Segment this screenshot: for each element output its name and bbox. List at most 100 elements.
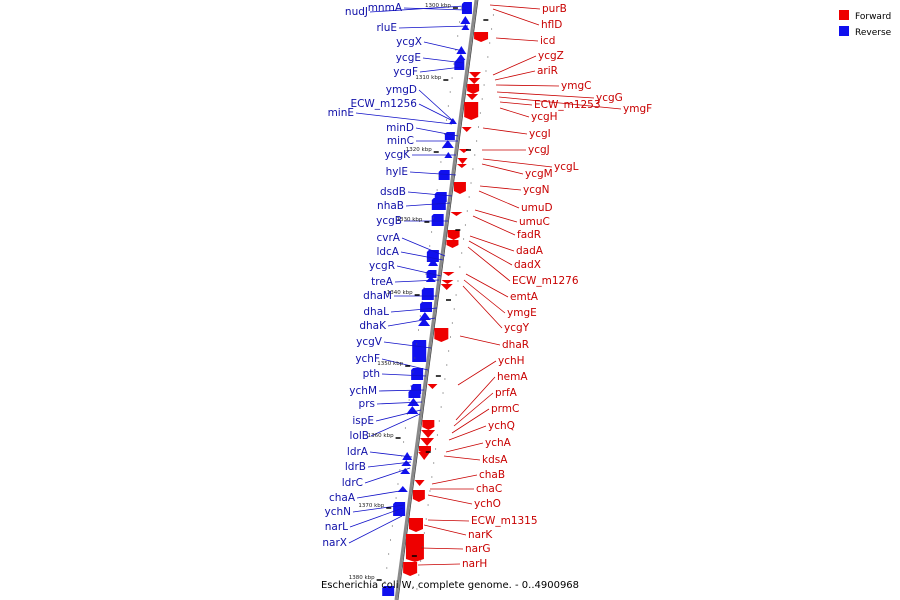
forward-gene-label: narK [468, 529, 493, 541]
forward-connector [482, 127, 528, 135]
forward-connector [482, 158, 553, 168]
reverse-connector [355, 112, 453, 125]
forward-gene-block [464, 102, 479, 120]
scale-mark-label: 1340 kbp [387, 290, 413, 296]
forward-connector [492, 55, 537, 76]
forward-gene-label: ycgI [529, 128, 551, 140]
reverse-gene-block [418, 318, 431, 326]
forward-gene-label: emtA [510, 291, 539, 303]
reverse-gene-label: pth [363, 368, 380, 380]
forward-gene-block [434, 328, 449, 342]
reverse-gene-block [408, 390, 421, 398]
reverse-connector [390, 307, 438, 313]
reverse-gene-label: dsdB [380, 186, 406, 198]
forward-gene-block [446, 240, 459, 248]
scale-mark-label: 1380 kbp [349, 575, 375, 581]
scale-mark-label: 1350 kbp [377, 361, 403, 367]
reverse-connector [348, 515, 403, 544]
forward-connector [455, 376, 496, 421]
forward-gene-label: ycgZ [538, 50, 564, 62]
legend-reverse-swatch [839, 26, 849, 36]
forward-connector [417, 563, 461, 566]
reverse-gene-label: dhaM [363, 290, 392, 302]
connector-lines [348, 4, 622, 566]
forward-gene-label: umuD [521, 202, 553, 214]
forward-connector [465, 273, 509, 298]
reverse-gene-label: ECW_m1256 [350, 98, 417, 110]
forward-connector [498, 96, 622, 110]
reverse-gene-label: ycgK [384, 149, 411, 161]
scale-mark-label: 1320 kbp [406, 147, 432, 153]
forward-connector [494, 70, 536, 81]
legend: Forward Reverse [839, 10, 892, 38]
forward-gene-label: hemA [497, 371, 528, 383]
reverse-gene-block [411, 368, 424, 380]
forward-connector [451, 408, 490, 434]
forward-gene-label: kdsA [482, 454, 508, 466]
forward-gene-label: purB [542, 3, 567, 15]
reverse-gene-label: minD [386, 122, 414, 134]
forward-connector [427, 494, 473, 505]
reverse-connector [418, 89, 453, 121]
gene-labels: nudJ mnmA rluE ycgX ycgE ycgF ymgD ECW_m1256min… [322, 2, 652, 570]
reverse-connector [356, 489, 407, 499]
forward-gene-label: ycgM [525, 168, 553, 180]
forward-gene-label: umuC [519, 216, 550, 228]
reverse-gene-label: minC [387, 135, 414, 147]
forward-gene-block [421, 430, 436, 438]
reverse-connector [369, 451, 413, 458]
reverse-gene-label: prs [359, 398, 375, 410]
reverse-gene-label: narX [322, 537, 347, 549]
forward-gene-block [442, 272, 455, 276]
reverse-connector [422, 57, 465, 64]
reverse-gene-block [461, 24, 470, 30]
forward-connector [457, 360, 497, 386]
forward-gene-block [440, 284, 453, 290]
forward-gene-label: dadA [516, 245, 544, 257]
forward-gene-block [474, 32, 489, 42]
forward-gene-block [414, 480, 425, 486]
forward-gene-label: ECW_m1253 [534, 99, 601, 111]
reverse-connector [415, 127, 459, 137]
reverse-gene-label: dhaL [363, 306, 389, 318]
reverse-connector [407, 191, 453, 197]
forward-connector [431, 474, 478, 485]
reverse-gene-block [418, 312, 431, 320]
forward-connector [445, 442, 484, 453]
forward-gene-label: ECW_m1315 [471, 515, 538, 527]
reverse-gene-label: ychM [349, 385, 377, 397]
reverse-gene-label: ychF [355, 353, 380, 365]
reverse-gene-label: ycgF [393, 66, 418, 78]
reverse-gene-block [456, 54, 466, 60]
forward-connector [420, 547, 464, 550]
forward-gene-label: ychO [474, 498, 501, 510]
scale-marks: 1300 kbp 1310 kbp 1320 kbp 1330 kbp 1340 kbp… [349, 3, 489, 581]
forward-gene-label: ycgJ [528, 144, 550, 156]
reverse-gene-block [441, 140, 454, 148]
reverse-gene-block [406, 406, 419, 414]
forward-gene-block [456, 164, 467, 168]
reverse-gene-label: ymgD [386, 84, 417, 96]
forward-gene-block [441, 280, 454, 284]
reverse-gene-block [460, 16, 471, 24]
reverse-gene-label: ycgR [369, 260, 395, 272]
reverse-connector [381, 373, 427, 377]
forward-connector [462, 285, 503, 329]
feature-layer [382, 2, 494, 596]
reverse-gene-label: mnmA [368, 2, 403, 14]
reverse-gene-label: cvrA [377, 232, 401, 244]
forward-gene-label: ycgN [523, 184, 550, 196]
reverse-gene-label: rluE [376, 22, 397, 34]
forward-gene-label: icd [540, 35, 555, 47]
forward-gene-label: ycgL [554, 161, 579, 173]
reverse-gene-label: ldrA [347, 446, 369, 458]
reverse-connector [375, 409, 422, 422]
forward-connector [479, 185, 522, 191]
genome-backbone [394, 0, 478, 600]
forward-connector [468, 240, 513, 266]
forward-gene-label: chaB [479, 469, 505, 481]
forward-gene-label: ymgE [507, 307, 537, 319]
reverse-gene-block [454, 60, 465, 70]
reverse-connector [370, 413, 421, 437]
forward-gene-block [447, 230, 460, 240]
